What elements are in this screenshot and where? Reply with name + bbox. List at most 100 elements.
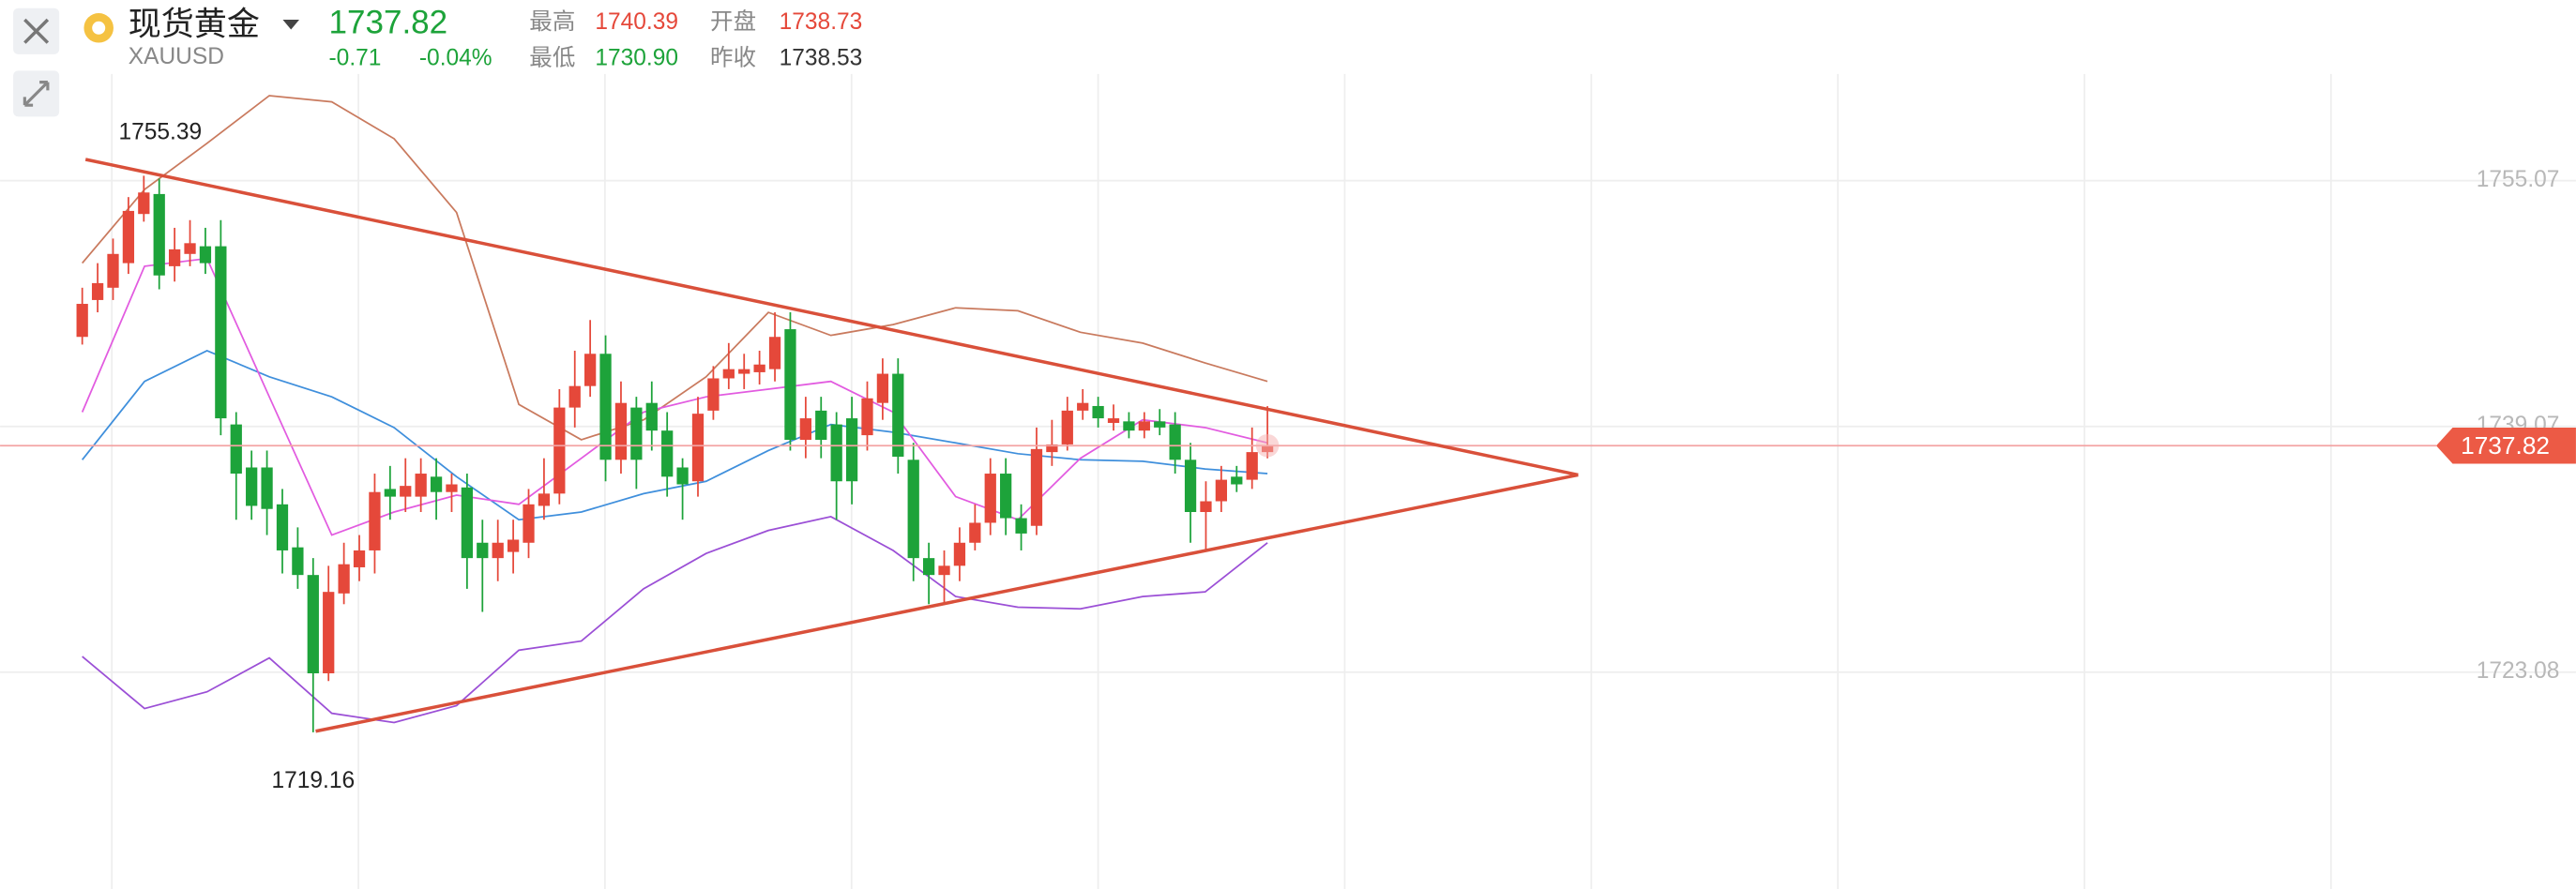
candle-body	[614, 402, 628, 460]
candle-body	[415, 474, 427, 497]
indicator-line	[82, 95, 1268, 441]
stat-value: 1738.73	[780, 9, 863, 35]
trend-line	[84, 158, 1579, 477]
candle-body	[753, 364, 765, 372]
candle-body	[830, 424, 842, 482]
candle-body	[645, 402, 658, 431]
stat-label: 开盘	[710, 8, 756, 35]
candle-body	[784, 329, 796, 441]
candle-body	[1046, 444, 1058, 453]
change: -0.71	[329, 46, 382, 71]
candle-body	[107, 253, 119, 288]
price-tag-label: 1737.82	[2461, 431, 2550, 460]
candle-body	[815, 410, 827, 441]
symbol: XAUUSD	[129, 44, 224, 69]
candle-body	[1123, 421, 1135, 431]
candle-body	[1092, 405, 1104, 419]
candle-body	[1138, 421, 1150, 431]
stat-value: 1740.39	[595, 9, 678, 35]
expand-icon	[23, 81, 50, 107]
candle-body	[199, 246, 212, 264]
candle-body	[477, 542, 489, 559]
candle-body	[953, 542, 966, 566]
time-grid	[111, 73, 2332, 889]
candle-body	[845, 418, 858, 482]
candle-body	[461, 487, 474, 559]
candle-body	[1107, 418, 1120, 423]
stat-label: 最高	[529, 8, 575, 35]
candle-body	[861, 398, 873, 436]
candle-body	[984, 474, 996, 523]
candle-body	[307, 575, 319, 674]
stat-label: 昨收	[710, 45, 756, 71]
candle-body	[246, 467, 258, 506]
candle-body	[91, 282, 104, 300]
candle-body	[938, 565, 950, 576]
candle-body	[230, 424, 242, 475]
candle-body	[1030, 448, 1043, 526]
candle-body	[261, 467, 273, 509]
candle-body	[1015, 518, 1027, 534]
candle-body	[168, 249, 181, 266]
candle-body	[384, 489, 396, 497]
candle-body	[76, 304, 88, 338]
instrument-name[interactable]: 现货黄金	[129, 6, 260, 42]
candle-body	[323, 592, 335, 674]
candle-body	[1077, 402, 1089, 411]
candle-body	[630, 407, 643, 460]
candle-body	[1000, 474, 1012, 519]
y-tick-label: 1723.08	[2477, 658, 2560, 684]
candle-body	[338, 564, 350, 594]
candle-body	[215, 246, 227, 419]
indicator-line	[81, 257, 1268, 536]
close-icon	[23, 18, 50, 44]
candle-body	[153, 193, 165, 276]
high-label: 1755.39	[119, 119, 203, 144]
candle-body	[922, 558, 935, 576]
candle-body	[907, 460, 919, 559]
candle-body	[276, 504, 289, 550]
candle-body	[661, 430, 674, 477]
candle-body	[492, 542, 504, 559]
candle-body	[1061, 410, 1073, 444]
candle-body	[400, 486, 412, 497]
candle-body	[430, 476, 443, 492]
stat-value: 1738.53	[780, 46, 863, 71]
candle-body	[184, 243, 196, 254]
y-tick-label: 1755.07	[2477, 167, 2560, 192]
stat-label: 最低	[529, 45, 575, 71]
candle-body	[1169, 424, 1181, 460]
candle-body	[876, 373, 889, 403]
dropdown-arrow[interactable]	[282, 20, 299, 30]
trend-line	[315, 473, 1579, 733]
low-label: 1719.16	[271, 768, 355, 793]
candle-body	[138, 192, 150, 215]
candle-body	[369, 491, 381, 550]
candle-body	[568, 385, 581, 408]
candle-body	[676, 467, 689, 485]
candle-body	[691, 414, 705, 482]
candle-body	[722, 369, 735, 379]
last-price-dot	[1255, 433, 1280, 458]
candle-body	[584, 354, 597, 386]
candle-body	[892, 373, 904, 458]
candle-body	[969, 522, 981, 543]
candle-body	[799, 418, 811, 441]
candle-body	[738, 369, 750, 374]
candle-body	[1215, 479, 1228, 502]
candle-body	[768, 337, 781, 369]
indicator-line	[82, 516, 1268, 724]
candle-body	[1246, 452, 1258, 480]
candle-body	[1200, 501, 1212, 512]
candle-body	[1154, 421, 1166, 428]
candle-body	[1184, 460, 1197, 512]
last-price: 1737.82	[329, 5, 448, 41]
candle-body	[599, 354, 612, 460]
candle-body	[122, 210, 135, 264]
indicator-line	[81, 349, 1268, 521]
candle-body	[292, 547, 304, 576]
stat-value: 1730.90	[595, 46, 678, 71]
candle-body	[1231, 476, 1243, 485]
